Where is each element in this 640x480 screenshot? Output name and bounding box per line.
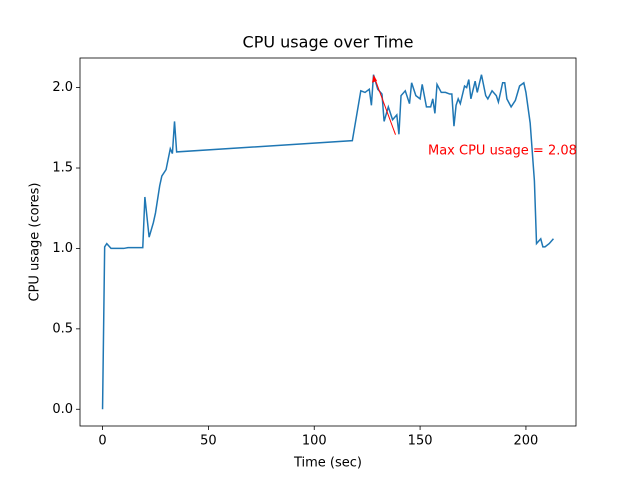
x-tick-label: 150 [408, 434, 433, 449]
plot-frame [79, 57, 577, 427]
x-tick-label: 50 [200, 434, 217, 449]
x-tick-label: 100 [302, 434, 327, 449]
y-tick-label: 1.5 [52, 161, 73, 176]
x-axis-label: Time (sec) [293, 456, 362, 471]
line [101, 74, 555, 410]
annotation-arrow [374, 77, 396, 135]
y-tick-label: 1.0 [52, 241, 73, 256]
y-tick-label: 2.0 [52, 80, 73, 95]
chart-title: CPU usage over Time [243, 33, 414, 52]
y-tick-label: 0.0 [52, 402, 73, 417]
y-axis-label: CPU usage (cores) [28, 183, 43, 302]
x-tick-label: 0 [98, 434, 106, 449]
x-tick-label: 200 [514, 434, 539, 449]
y-tick-label: 0.5 [52, 321, 73, 336]
annotation-arrowhead [372, 74, 378, 83]
annotation: Max CPU usage = 2.08 [428, 144, 577, 159]
